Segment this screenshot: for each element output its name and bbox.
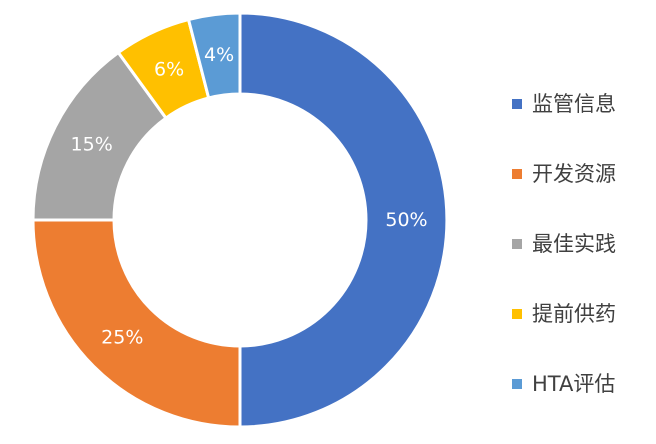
slice-label-1: 50% [385,209,427,231]
legend-swatch-2 [512,169,522,179]
legend-swatch-5 [512,379,522,389]
legend-item-1: 监管信息 [512,92,616,116]
slice-label-5: 4% [204,44,234,66]
legend-item-2: 开发资源 [512,162,616,186]
legend-label-4: 提前供药 [532,302,616,326]
slice-1 [238,11,449,429]
legend-swatch-3 [512,239,522,249]
legend-swatch-1 [512,99,522,109]
legend-label-1: 监管信息 [532,92,616,116]
legend-label-3: 最佳实践 [532,232,616,256]
slice-label-4: 6% [154,58,184,80]
legend-item-5: HTA评估 [512,372,615,396]
legend-label-5: HTA评估 [532,372,615,396]
slices-group [31,11,449,429]
slice-labels-group: 50% 25% 15% 6% 4% [71,44,428,349]
slice-2 [31,218,242,429]
slice-label-2: 25% [101,327,143,349]
slice-5 [186,11,242,100]
legend-item-4: 提前供药 [512,302,616,326]
legend-label-2: 开发资源 [532,162,616,186]
legend-item-3: 最佳实践 [512,232,616,256]
legend-swatch-4 [512,309,522,319]
slice-label-3: 15% [71,133,113,155]
